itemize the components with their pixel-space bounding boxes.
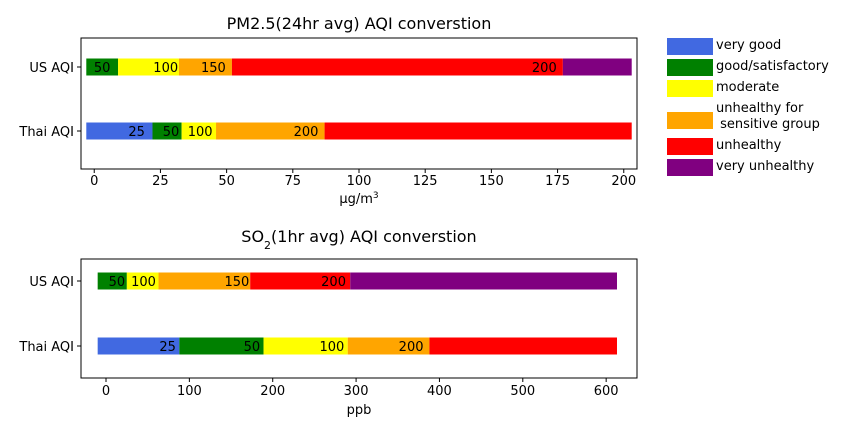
- bar-row-us-aqi: 50 100 150 200: [97, 272, 617, 290]
- plot-frame: [80, 37, 638, 170]
- legend-swatch: [667, 59, 713, 76]
- x-tick-label: 75: [285, 174, 302, 189]
- x-tick-label: 600: [594, 384, 619, 399]
- x-tick-label: 300: [344, 384, 369, 399]
- bar-segment: [152, 122, 182, 140]
- bar-segment-label: 100: [319, 340, 344, 355]
- x-axis-label-main: ppb: [347, 403, 372, 418]
- x-tick-label: 50: [218, 174, 235, 189]
- chart-panel-1: PM2.5(24hr avg) AQI converstion 50 100 150 2…: [18, 14, 638, 207]
- bar-segment-label: 150: [224, 275, 249, 290]
- legend-label: unhealthy for sensitive group: [716, 101, 820, 132]
- bar-segment-label: 50: [163, 125, 180, 140]
- bar-segment-label: 150: [201, 61, 226, 76]
- bar-segment: [126, 272, 159, 290]
- bar-segment-label: 200: [532, 61, 557, 76]
- x-tick-label: 200: [260, 384, 285, 399]
- bar-segment: [97, 337, 180, 355]
- x-axis-label: ppb: [347, 403, 372, 418]
- bar-segment: [263, 337, 348, 355]
- y-tick-label: US AQI: [29, 61, 74, 76]
- bar-segment: [181, 122, 217, 140]
- bar-segment: [178, 58, 232, 76]
- bar-segment: [118, 58, 179, 76]
- legend-label: moderate: [716, 80, 780, 95]
- x-tick-label: 0: [102, 384, 110, 399]
- bar-segment-label: 200: [321, 275, 346, 290]
- bar-segment-label: 50: [94, 61, 111, 76]
- legend-swatch: [667, 112, 713, 129]
- bar-segment: [231, 58, 563, 76]
- bar-segment-label: 100: [131, 275, 156, 290]
- bar-segment-label: 200: [399, 340, 424, 355]
- x-axis-label-superscript: 3: [373, 191, 379, 201]
- legend-label: unhealthy: [716, 138, 782, 153]
- bar-segment-label: 50: [244, 340, 261, 355]
- bar-segment-label: 50: [109, 275, 126, 290]
- y-tick-label: Thai AQI: [18, 125, 74, 140]
- bar-segment: [179, 337, 264, 355]
- bar-segment: [250, 272, 351, 290]
- chart-panel-2: SO2(1hr avg) AQI converstion 50 100 150 200 U…: [18, 227, 638, 418]
- legend-label: good/satisfactory: [716, 59, 829, 74]
- bar-segment: [562, 58, 632, 76]
- plot-frame: [80, 258, 638, 379]
- bar-segment-label: 100: [153, 61, 178, 76]
- x-tick-label: 100: [177, 384, 202, 399]
- bar-segment-label: 25: [128, 125, 145, 140]
- legend-swatch: [667, 38, 713, 55]
- bar-segment: [429, 337, 617, 355]
- chart-title-main: SO: [241, 227, 264, 246]
- chart-title-main: PM2.5(24hr avg) AQI converstion: [227, 14, 492, 33]
- x-tick-label: 400: [427, 384, 452, 399]
- x-tick-label: 500: [510, 384, 535, 399]
- chart-title: SO2(1hr avg) AQI converstion: [241, 227, 476, 252]
- bar-row-thai-aqi: 25 50 100 200: [86, 122, 632, 140]
- x-tick-label: 200: [611, 174, 636, 189]
- bar-segment: [216, 122, 325, 140]
- legend-label: very good: [716, 38, 782, 53]
- bar-segment: [350, 272, 617, 290]
- x-tick-label: 150: [479, 174, 504, 189]
- x-tick-label: 0: [90, 174, 98, 189]
- x-tick-label: 25: [152, 174, 169, 189]
- chart-title-rest: (1hr avg) AQI converstion: [271, 227, 477, 246]
- x-tick-label: 125: [413, 174, 438, 189]
- chart-title-subscript: 2: [264, 239, 271, 252]
- bar-segment: [86, 122, 153, 140]
- y-tick-label: US AQI: [29, 275, 74, 290]
- y-tick-label: Thai AQI: [18, 340, 74, 355]
- bar-row-thai-aqi: 25 50 100 200: [97, 337, 617, 355]
- bar-segment-label: 25: [159, 340, 176, 355]
- bar-segment: [347, 337, 430, 355]
- x-tick-label: 175: [545, 174, 570, 189]
- bar-segment-label: 200: [294, 125, 319, 140]
- legend-label: very unhealthy: [716, 159, 815, 174]
- x-tick-label: 100: [347, 174, 372, 189]
- legend-swatch: [667, 159, 713, 176]
- bar-row-us-aqi: 50 100 150 200: [86, 58, 632, 76]
- bar-segment-label: 100: [188, 125, 213, 140]
- legend-swatch: [667, 138, 713, 155]
- bar-segment: [86, 58, 119, 76]
- legend-swatch: [667, 80, 713, 97]
- x-axis-label-main: μg/m: [339, 192, 373, 207]
- x-axis-label: μg/m3: [339, 191, 378, 207]
- bar-segment: [158, 272, 251, 290]
- bar-segment: [324, 122, 632, 140]
- bar-segment: [97, 272, 127, 290]
- chart-title: PM2.5(24hr avg) AQI converstion: [227, 14, 492, 33]
